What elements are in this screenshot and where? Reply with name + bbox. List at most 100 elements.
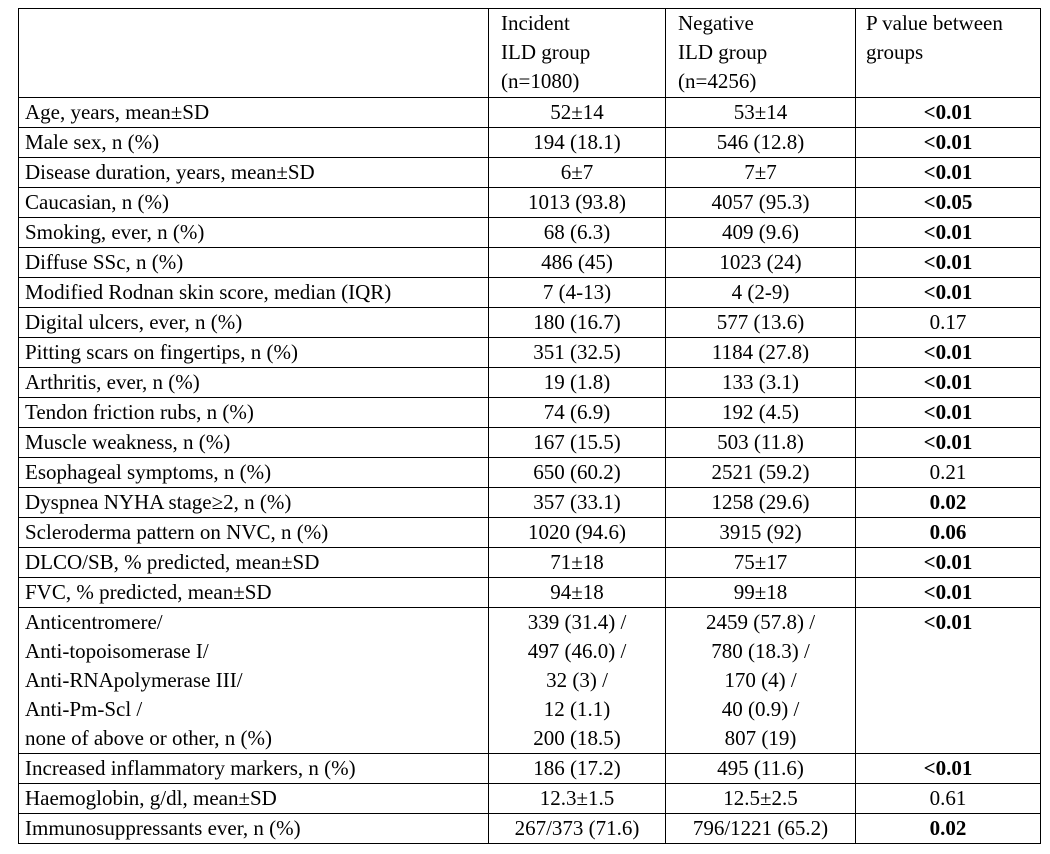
table-row: Dyspnea NYHA stage≥2, n (%) 357 (33.1) 125… <box>18 487 1041 518</box>
cell-line: none of above or other, n (%) <box>25 726 272 750</box>
cell-line: Anti-topoisomerase I/ <box>25 639 209 663</box>
table-cell: Muscle weakness, n (%) <box>18 427 489 458</box>
table-cell: <0.01 <box>855 277 1041 308</box>
table-cell: Scleroderma pattern on NVC, n (%) <box>18 517 489 548</box>
table-cell: 0.21 <box>855 457 1041 488</box>
table-cell: 7±7 <box>665 157 856 188</box>
table-cell: 4057 (95.3) <box>665 187 856 218</box>
table-cell: <0.01 <box>855 217 1041 248</box>
table-cell: 546 (12.8) <box>665 127 856 158</box>
cell-line: 497 (46.0) / <box>527 639 627 663</box>
table-cell: Modified Rodnan skin score, median (IQR) <box>18 277 489 308</box>
table-cell: 339 (31.4) / 497 (46.0) / 32 (3) / 12 (1.1)… <box>488 607 666 754</box>
table-row: Haemoglobin, g/dl, mean±SD 12.3±1.5 12.5±2… <box>18 783 1041 814</box>
table-cell: 186 (17.2) <box>488 753 666 784</box>
table-cell: 3915 (92) <box>665 517 856 548</box>
header-cell <box>18 8 489 98</box>
table-cell: DLCO/SB, % predicted, mean±SD <box>18 547 489 578</box>
table-row: Smoking, ever, n (%) 68 (6.3) 409 (9.6) <0.… <box>18 217 1041 248</box>
table-row: Age, years, mean±SD 52±14 53±14 <0.01 <box>18 97 1041 128</box>
table-row: Pitting scars on fingertips, n (%) 351 (3… <box>18 337 1041 368</box>
table-cell: 1184 (27.8) <box>665 337 856 368</box>
table-cell: 1020 (94.6) <box>488 517 666 548</box>
table-cell: 351 (32.5) <box>488 337 666 368</box>
table-cell: Dyspnea NYHA stage≥2, n (%) <box>18 487 489 518</box>
table-cell: 495 (11.6) <box>665 753 856 784</box>
table-row: Scleroderma pattern on NVC, n (%) 1020 (9… <box>18 517 1041 548</box>
table-cell: 71±18 <box>488 547 666 578</box>
table-cell: 409 (9.6) <box>665 217 856 248</box>
table-row: Arthritis, ever, n (%) 19 (1.8) 133 (3.1) <… <box>18 367 1041 398</box>
table-cell: 503 (11.8) <box>665 427 856 458</box>
table-cell: <0.01 <box>855 157 1041 188</box>
table-cell: <0.01 <box>855 127 1041 158</box>
table-cell: 75±17 <box>665 547 856 578</box>
table-cell: 6±7 <box>488 157 666 188</box>
cell-line: 170 (4) / <box>724 668 797 692</box>
cell-line: P value between <box>866 11 1003 35</box>
table-cell: <0.01 <box>855 367 1041 398</box>
cell-line: 807 (19) <box>724 726 797 750</box>
cell-line: ILD group <box>501 40 591 64</box>
table-row: Diffuse SSc, n (%) 486 (45) 1023 (24) <0.01 <box>18 247 1041 278</box>
header-cell: Incident ILD group (n=1080) <box>488 8 666 98</box>
cell-line: 339 (31.4) / <box>527 610 627 634</box>
cell-line: (n=1080) <box>501 69 580 93</box>
table-cell: 2459 (57.8) / 780 (18.3) / 170 (4) / 40 (0.… <box>665 607 856 754</box>
table-row: DLCO/SB, % predicted, mean±SD 71±18 75±17 <… <box>18 547 1041 578</box>
table-cell: Digital ulcers, ever, n (%) <box>18 307 489 338</box>
table-cell: 0.61 <box>855 783 1041 814</box>
data-table: Incident ILD group (n=1080) Negative ILD gro… <box>18 8 1041 844</box>
table-row: Disease duration, years, mean±SD 6±7 7±7 <0… <box>18 157 1041 188</box>
table-cell: 0.02 <box>855 487 1041 518</box>
table-cell: <0.05 <box>855 187 1041 218</box>
table-cell: 94±18 <box>488 577 666 608</box>
cell-line: (n=4256) <box>678 69 757 93</box>
table-cell: Tendon friction rubs, n (%) <box>18 397 489 428</box>
table-cell: 99±18 <box>665 577 856 608</box>
table-cell: 486 (45) <box>488 247 666 278</box>
table-cell: <0.01 <box>855 577 1041 608</box>
table-cell: 577 (13.6) <box>665 307 856 338</box>
table-cell: <0.01 <box>855 753 1041 784</box>
header-cell: Negative ILD group (n=4256) <box>665 8 856 98</box>
header-cell: P value between groups <box>855 8 1041 98</box>
table-cell: Esophageal symptoms, n (%) <box>18 457 489 488</box>
table-cell: Pitting scars on fingertips, n (%) <box>18 337 489 368</box>
table-cell: 2521 (59.2) <box>665 457 856 488</box>
table-cell: 19 (1.8) <box>488 367 666 398</box>
table-cell: 74 (6.9) <box>488 397 666 428</box>
table-row: Male sex, n (%) 194 (18.1) 546 (12.8) <0.01 <box>18 127 1041 158</box>
table-row: Modified Rodnan skin score, median (IQR)… <box>18 277 1041 308</box>
table-cell: 12.3±1.5 <box>488 783 666 814</box>
table-cell: Diffuse SSc, n (%) <box>18 247 489 278</box>
table-cell: 12.5±2.5 <box>665 783 856 814</box>
table-header: Incident ILD group (n=1080) Negative ILD gro… <box>18 8 1041 98</box>
table-cell: <0.01 <box>855 397 1041 428</box>
table-cell: 796/1221 (65.2) <box>665 813 856 844</box>
table-cell: <0.01 <box>855 427 1041 458</box>
table-row: FVC, % predicted, mean±SD 94±18 99±18 <0.01 <box>18 577 1041 608</box>
table-cell: Anticentromere/Anti-topoisomerase I/Anti… <box>18 607 489 754</box>
cell-line: 780 (18.3) / <box>711 639 810 663</box>
header-row: Incident ILD group (n=1080) Negative ILD gro… <box>18 8 1041 98</box>
table-cell: 0.17 <box>855 307 1041 338</box>
table-row: Esophageal symptoms, n (%) 650 (60.2) 2521… <box>18 457 1041 488</box>
table-cell: Smoking, ever, n (%) <box>18 217 489 248</box>
table-cell: 1013 (93.8) <box>488 187 666 218</box>
table-cell: <0.01 <box>855 97 1041 128</box>
cell-line: Incident <box>501 11 570 35</box>
table-cell: 1258 (29.6) <box>665 487 856 518</box>
cell-line: 12 (1.1) <box>543 697 611 721</box>
table-cell: 167 (15.5) <box>488 427 666 458</box>
table-cell: 4 (2-9) <box>665 277 856 308</box>
table-cell: Immunosuppressants ever, n (%) <box>18 813 489 844</box>
table-cell: 0.02 <box>855 813 1041 844</box>
table-cell: 52±14 <box>488 97 666 128</box>
table-cell: Male sex, n (%) <box>18 127 489 158</box>
table-cell: Caucasian, n (%) <box>18 187 489 218</box>
cell-line: groups <box>866 40 924 64</box>
cell-line: 32 (3) / <box>546 668 608 692</box>
